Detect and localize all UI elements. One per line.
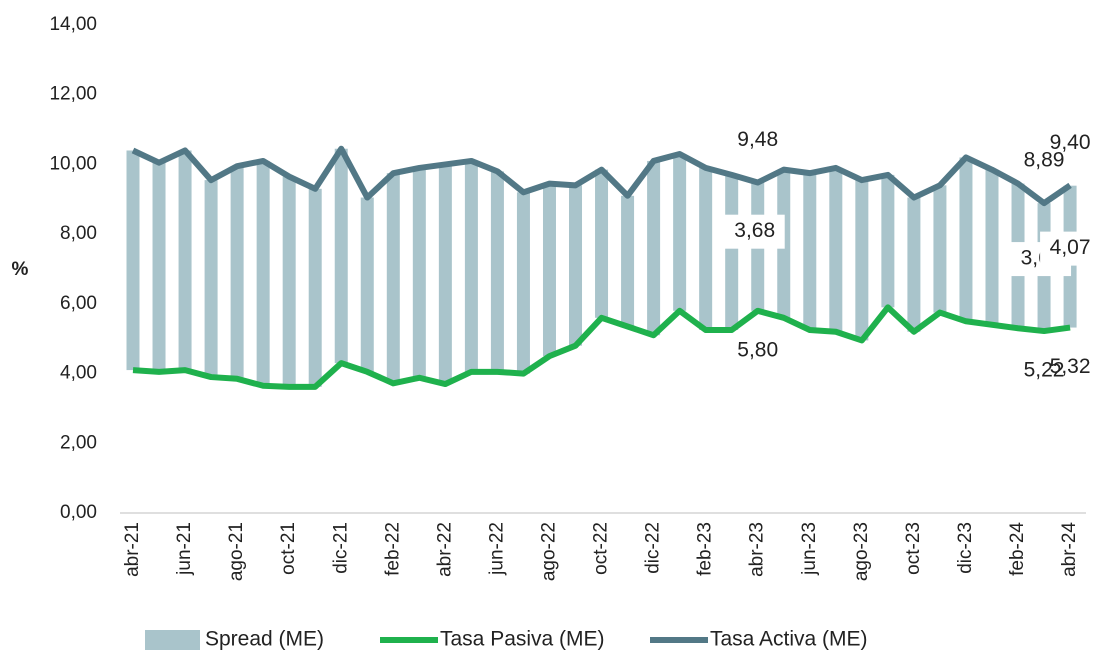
- legend-label: Spread (ME): [205, 628, 324, 651]
- bar: [647, 160, 661, 336]
- bar: [126, 150, 140, 371]
- x-tick-label: feb-24: [1007, 522, 1028, 576]
- bar: [699, 167, 713, 330]
- bar: [673, 153, 687, 311]
- line-series: [132, 304, 1071, 390]
- bar: [725, 174, 739, 330]
- bar: [204, 180, 218, 378]
- x-tick-label: dic-21: [330, 522, 351, 574]
- x-tick-label: ago-21: [226, 522, 247, 581]
- x-tick-label: abr-22: [434, 522, 455, 577]
- data-label: 5,80: [737, 338, 778, 361]
- bar: [282, 176, 296, 387]
- x-tick-label: jun-23: [799, 522, 820, 576]
- x-tick-label: oct-21: [278, 522, 299, 575]
- data-label: 5,22: [1024, 359, 1065, 382]
- bar: [907, 197, 921, 332]
- legend-label: Tasa Activa (ME): [710, 628, 868, 651]
- x-tick-label: jun-21: [174, 522, 195, 576]
- x-tick-label: ago-23: [851, 522, 872, 581]
- bar: [438, 164, 452, 385]
- bar: [569, 185, 583, 346]
- data-label: 3,68: [734, 219, 775, 242]
- bar: [178, 150, 192, 371]
- legend-swatch: [145, 630, 200, 650]
- data-label-box: [1040, 231, 1099, 266]
- data-label: 9,40: [1050, 131, 1091, 154]
- bar: [334, 148, 348, 364]
- x-tick-label: oct-22: [591, 522, 612, 575]
- x-tick-label: ago-22: [538, 522, 559, 581]
- y-axis-label: %: [12, 259, 29, 280]
- bar: [230, 166, 244, 379]
- bar: [933, 185, 947, 313]
- data-label-box: [724, 214, 785, 249]
- bar: [621, 195, 635, 327]
- bar: [855, 180, 869, 341]
- bar: [829, 167, 843, 332]
- data-label: 4,07: [1050, 236, 1091, 259]
- x-tick-label: abr-24: [1059, 522, 1080, 577]
- y-tick-label: 4,00: [60, 363, 97, 384]
- bar: [412, 167, 426, 378]
- y-tick-label: 0,00: [60, 502, 97, 523]
- bar: [360, 197, 374, 372]
- bar: [803, 173, 817, 330]
- data-label: 9,48: [737, 128, 778, 151]
- x-tick-label: dic-23: [955, 522, 976, 574]
- x-tick-label: abr-21: [122, 522, 143, 577]
- bar: [595, 169, 609, 318]
- y-tick-label: 2,00: [60, 432, 97, 453]
- bar: [959, 157, 973, 322]
- x-tick-label: feb-22: [382, 522, 403, 576]
- data-label: 8,89: [1024, 149, 1065, 172]
- bar: [516, 192, 530, 374]
- bar: [985, 169, 999, 325]
- bar: [386, 173, 400, 384]
- x-tick-label: oct-23: [903, 522, 924, 575]
- x-tick-label: jun-22: [486, 522, 507, 576]
- line-series: [131, 145, 1072, 207]
- data-label: 5,32: [1050, 355, 1091, 378]
- x-tick-label: abr-23: [747, 522, 768, 577]
- bar: [256, 160, 270, 386]
- bar: [464, 160, 478, 372]
- bar: [152, 162, 166, 372]
- x-tick-label: dic-22: [643, 522, 664, 574]
- y-tick-label: 14,00: [49, 14, 97, 35]
- bar: [490, 171, 504, 372]
- x-tick-label: feb-23: [695, 522, 716, 576]
- legend-label: Tasa Pasiva (ME): [440, 628, 605, 651]
- y-tick-label: 6,00: [60, 293, 97, 314]
- y-tick-label: 8,00: [60, 223, 97, 244]
- bar: [542, 183, 556, 357]
- y-tick-label: 12,00: [49, 84, 97, 105]
- bar: [308, 188, 322, 387]
- bar: [881, 174, 895, 308]
- y-tick-label: 10,00: [49, 153, 97, 174]
